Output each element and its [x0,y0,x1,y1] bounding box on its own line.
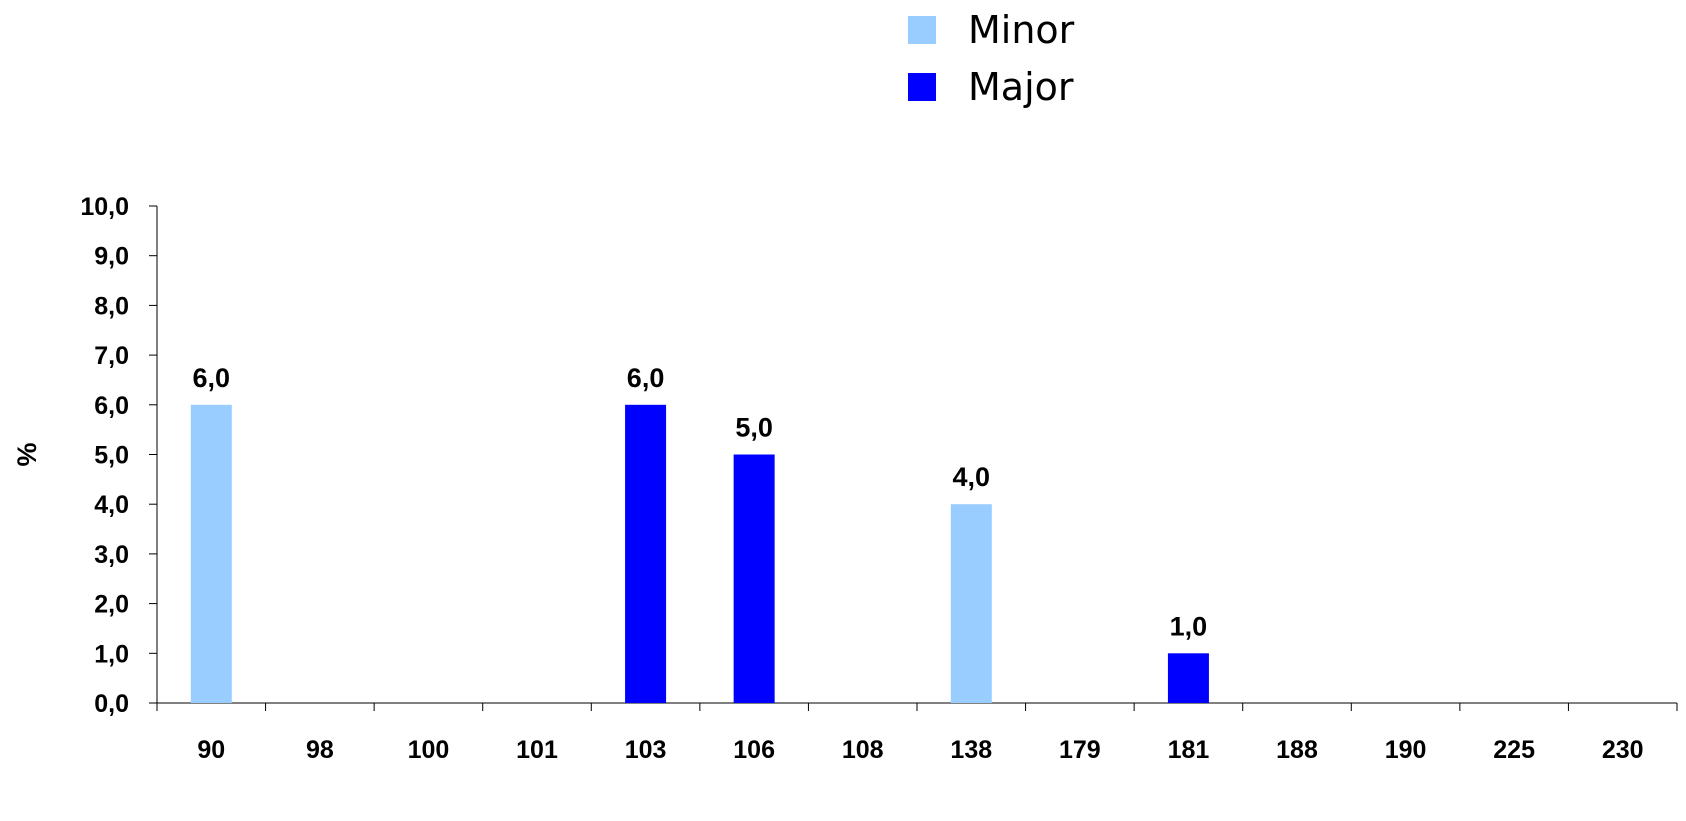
x-tick-label: 100 [408,736,450,764]
bar-major-103 [625,404,667,703]
bar-minor-90 [190,404,232,703]
y-tick-label: 5,0 [94,442,129,470]
legend-label-minor: Minor [968,8,1075,52]
data-labels: 6,0 4,0 6,0 5,0 1,0 [193,363,1208,642]
x-tick-label: 181 [1168,736,1210,764]
data-label-minor-90: 6,0 [193,363,231,393]
y-axis-title: % [12,442,42,466]
data-label-minor-138: 4,0 [953,462,991,492]
y-tick-label: 2,0 [94,591,129,619]
data-label-major-103: 6,0 [627,363,665,393]
y-tick-label: 10,0 [80,193,129,221]
x-tick-label: 103 [625,736,667,764]
legend-label-major: Major [968,65,1074,109]
x-tick-label: 179 [1059,736,1101,764]
bar-major-181 [1167,653,1209,703]
x-tick-label: 98 [306,736,334,764]
x-axis: 90 98 100 101 103 106 108 138 179 181 188 190 225 230 [156,702,1678,764]
y-tick-label: 7,0 [94,342,129,370]
y-tick-label: 3,0 [94,541,129,569]
legend-swatch-minor [908,16,936,44]
x-tick-label: 90 [197,736,225,764]
y-tick-label: 4,0 [94,491,129,519]
y-tick-label: 1,0 [94,640,129,668]
x-tick-label: 225 [1493,736,1535,764]
y-tick-label: 8,0 [94,292,129,320]
data-label-major-181: 1,0 [1170,611,1208,641]
legend: Minor Major [908,8,1075,109]
legend-swatch-major [908,73,936,101]
bar-major-106 [733,454,775,703]
y-tick-label: 6,0 [94,392,129,420]
bar-minor-138 [950,504,992,703]
bars [190,404,1209,703]
data-label-major-106: 5,0 [735,413,773,443]
x-tick-label: 138 [950,736,992,764]
x-tick-label: 101 [516,736,558,764]
y-tick-label: 0,0 [94,690,129,718]
x-tick-label: 190 [1385,736,1427,764]
x-tick-label: 188 [1276,736,1318,764]
x-tick-label: 108 [842,736,884,764]
y-tick-label: 9,0 [94,243,129,271]
x-tick-label: 106 [733,736,775,764]
x-tick-label: 230 [1602,736,1644,764]
y-axis: % 0,0 1,0 2,0 3,0 4,0 5,0 6,0 7,0 8,0 9,0 10,0 [12,193,158,718]
